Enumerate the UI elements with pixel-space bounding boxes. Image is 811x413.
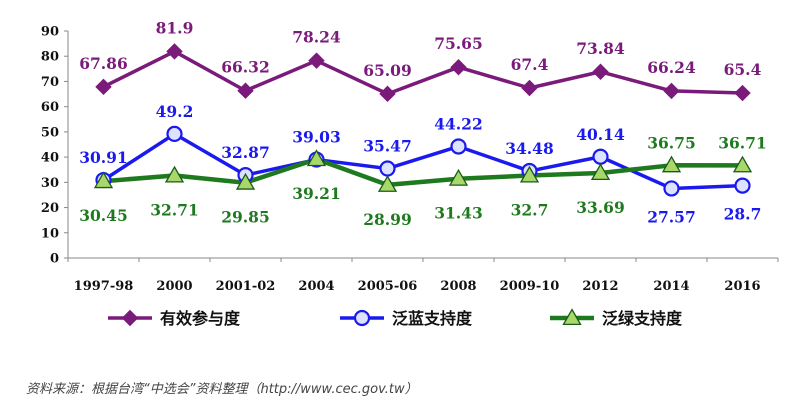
x-tick-label: 2001-02 [216,279,276,294]
legend-swatch-marker [355,311,369,325]
series-2-data-label: 32.87 [221,143,270,162]
series-3-data-label: 36.75 [647,133,696,152]
series-3-data-label: 31.43 [434,204,483,223]
series-2-data-label: 44.22 [434,114,483,133]
series-3-data-label: 30.45 [79,206,128,225]
series-1-data-label: 66.24 [647,58,696,77]
series-2-data-label: 34.48 [505,139,554,158]
series-3-data-label: 28.99 [363,210,412,229]
series-3-data-label: 32.7 [511,201,549,220]
legend-label: 有效参与度 [160,309,241,328]
series-1-data-label: 66.32 [221,58,270,77]
series-1-point [664,83,679,98]
series-3-line [104,159,743,185]
series-2-point [168,127,182,141]
series-3-data-label: 39.21 [292,184,341,203]
series-3-data-label: 36.71 [718,133,767,152]
source-note: 资料来源：根据台湾“中选会”资料整理（http://www.cec.gov.tw… [26,378,418,397]
series-2-point [381,162,395,176]
series-1-data-label: 67.4 [511,55,549,74]
series-2-data-label: 27.57 [647,207,696,226]
series-1-data-label: 75.65 [434,34,483,53]
x-tick-label: 2000 [156,279,192,294]
chart-svg: 0 10 20 30 40 50 60 70 80 90 1997-98 2000 2001-02 200… [0,0,811,372]
series-1-point [593,64,608,79]
series-2-data-label: 28.7 [724,205,762,224]
series-1-point [309,53,324,68]
series-1-point [735,86,750,101]
x-tick-label: 2005-06 [358,279,418,294]
y-tick-label: 0 [50,252,59,267]
legend-swatch-marker [123,311,138,326]
series-1-point [167,44,182,59]
series-2-data-label: 35.47 [363,137,412,156]
series-3-data-label: 33.69 [576,198,625,217]
x-tick-label: 2012 [582,279,618,294]
legend: 有效参与度 泛蓝支持度 泛绿支持度 [108,309,683,328]
x-tick-label: 2008 [440,279,476,294]
y-tick-label: 10 [41,226,59,241]
data-labels: 67.86 81.9 66.32 78.24 65.09 75.65 67.4 73.84 66… [79,18,767,228]
series-2-data-label: 39.03 [292,128,341,147]
series-1-data-label: 67.86 [79,54,128,73]
series-2-data-label: 30.91 [79,148,128,167]
series-2-point [452,139,466,153]
series-1-point [96,79,111,94]
series-3-data-label: 32.71 [150,200,199,219]
legend-label: 泛绿支持度 [602,309,683,328]
x-tick-label: 2004 [298,279,334,294]
x-tick-label: 2016 [724,279,760,294]
series-2-point [736,179,750,193]
series-3-data-label: 29.85 [221,208,270,227]
series-1-data-label: 65.4 [724,60,762,79]
y-tick-label: 60 [41,100,59,115]
series-1-data-label: 81.9 [156,18,194,37]
y-tick-label: 20 [41,201,59,216]
series-2-data-label: 40.14 [576,125,625,144]
series-2-point [594,150,608,164]
x-tick-label: 2014 [653,279,689,294]
y-tick-label: 90 [41,25,59,40]
election-line-chart: 0 10 20 30 40 50 60 70 80 90 1997-98 2000 2001-02 200… [0,0,811,372]
y-tick-label: 50 [41,125,59,140]
x-tick-label: 1997-98 [74,279,134,294]
y-tick-label: 70 [41,75,59,90]
legend-label: 泛蓝支持度 [392,309,473,328]
series-1-point [451,60,466,75]
series-2-data-label: 49.2 [156,102,194,121]
series-1-data-label: 73.84 [576,39,625,58]
series-1-data-label: 65.09 [363,61,412,80]
series-2-point [665,181,679,195]
series-1-point [380,86,395,101]
series-1-point [522,81,537,96]
x-tick-label: 2009-10 [500,279,560,294]
y-tick-label: 40 [41,151,59,166]
y-tick-label: 30 [41,176,59,191]
series-1-point [238,83,253,98]
series-1-data-label: 78.24 [292,28,341,47]
y-tick-label: 80 [41,50,59,65]
